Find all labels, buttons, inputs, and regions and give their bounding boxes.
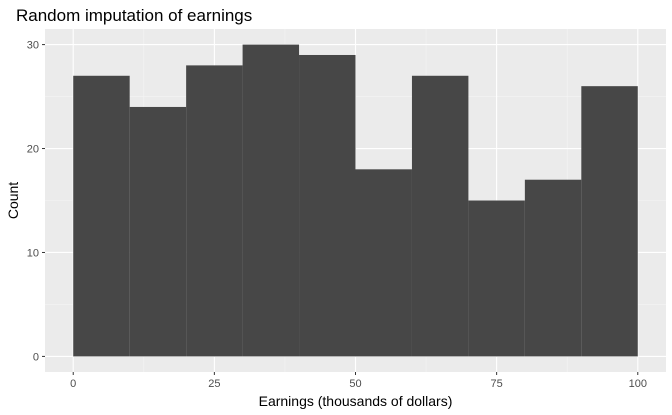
y-tick-label-1: 10 (27, 247, 39, 259)
x-tick-label-4: 100 (629, 378, 647, 390)
x-axis: 0 25 50 75 100 (70, 372, 647, 390)
bar-70-80 (468, 200, 525, 357)
bar-60-70 (411, 75, 469, 357)
y-tick-label-3: 30 (27, 40, 39, 52)
bar-90-100 (581, 86, 638, 357)
y-tick-label-2: 20 (27, 144, 39, 156)
bar-0-10 (73, 75, 130, 357)
y-axis-title: Count (5, 182, 21, 219)
chart-title: Random imputation of earnings (16, 6, 252, 25)
bar-50-60 (355, 169, 412, 357)
x-tick-label-3: 75 (491, 378, 503, 390)
bar-80-90 (524, 179, 582, 357)
y-tick-label-0: 0 (33, 351, 39, 363)
bar-20-30 (186, 65, 243, 357)
bar-40-50 (299, 54, 356, 357)
x-tick-label-0: 0 (70, 378, 76, 390)
bar-10-20 (129, 106, 187, 357)
bar-30-40 (242, 44, 300, 357)
y-axis: 0 10 20 30 (27, 40, 45, 363)
x-tick-label-2: 50 (349, 378, 361, 390)
x-axis-title: Earnings (thousands of dollars) (259, 393, 453, 409)
histogram-bars (73, 44, 638, 357)
x-tick-label-1: 25 (208, 378, 220, 390)
